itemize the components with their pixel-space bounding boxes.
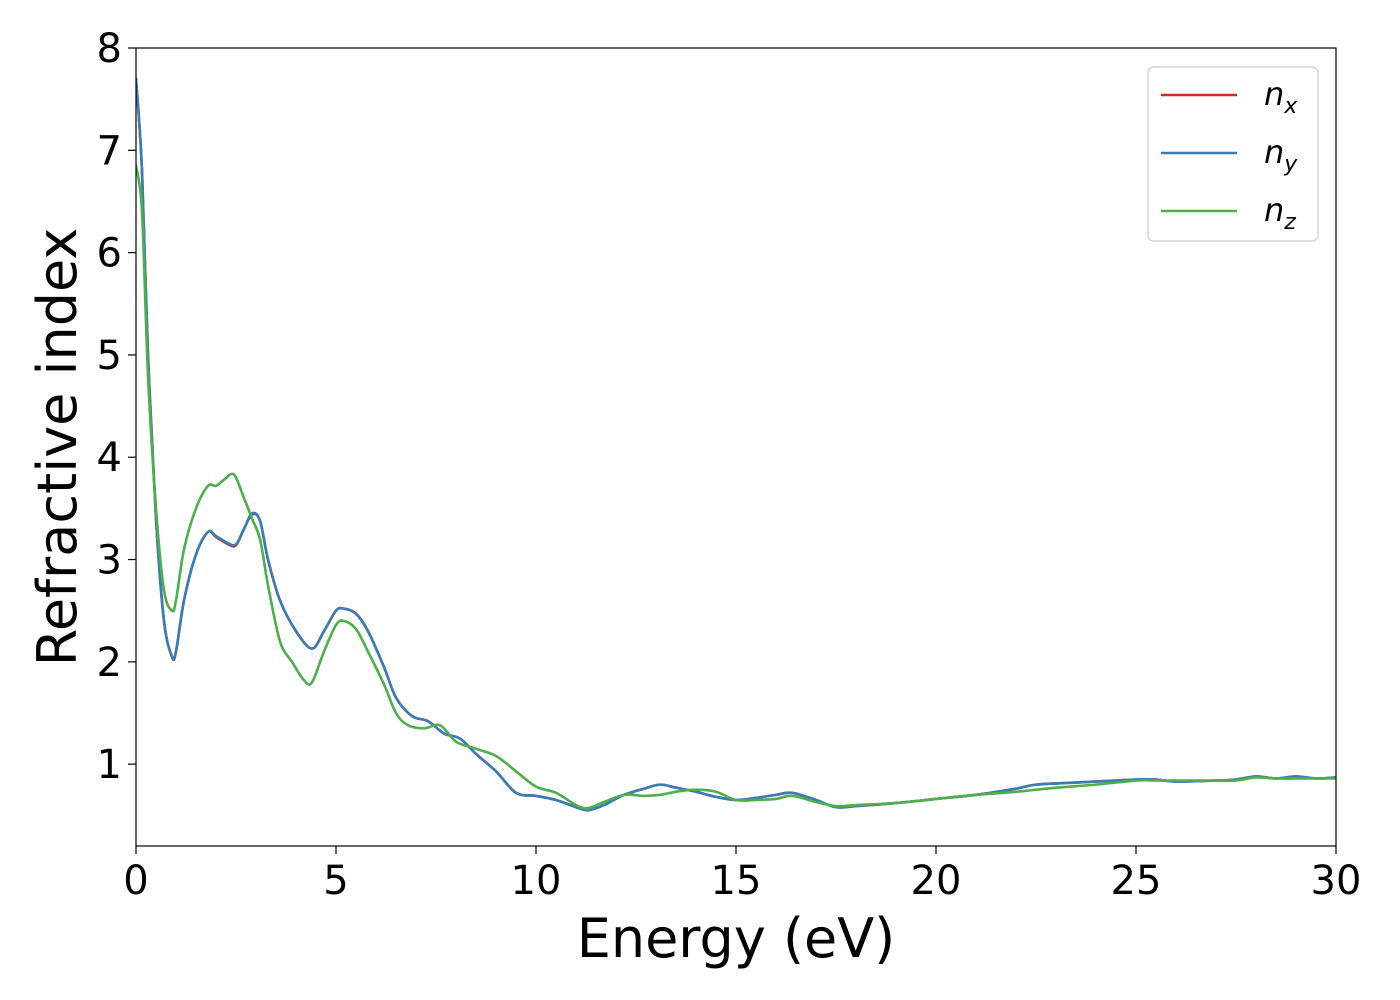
x-axis: 0 5 10 15 20 25 30 <box>123 846 1361 904</box>
legend-label-subscript: z <box>1283 210 1296 235</box>
x-tick-label: 30 <box>1311 858 1362 904</box>
x-tick-label: 15 <box>711 858 762 904</box>
y-tick-label: 3 <box>97 538 122 584</box>
series-line-y <box>136 77 1336 812</box>
y-tick-label: 4 <box>97 435 122 481</box>
y-tick-label: 1 <box>97 742 122 788</box>
y-tick-label: 2 <box>97 640 122 686</box>
x-tick-label: 0 <box>123 858 148 904</box>
y-tick-label: 8 <box>97 26 122 72</box>
x-axis-label: Energy (eV) <box>577 907 896 970</box>
y-tick-label: 6 <box>97 231 122 277</box>
legend-label-y: ny <box>1264 133 1298 177</box>
x-tick-label: 10 <box>511 858 562 904</box>
legend-label-subscript: x <box>1283 94 1298 119</box>
legend-label-main: n <box>1264 75 1284 113</box>
x-tick-label: 25 <box>1111 858 1162 904</box>
legend-label-main: n <box>1264 133 1284 171</box>
legend-label-z: nz <box>1264 191 1296 235</box>
y-tick-label: 5 <box>97 333 122 379</box>
series-layer <box>136 77 1336 812</box>
x-tick-label: 20 <box>911 858 962 904</box>
x-tick-label: 5 <box>323 858 348 904</box>
series-line-z <box>136 164 1336 810</box>
y-axis-label: Refractive index <box>26 228 89 667</box>
legend-label-subscript: y <box>1283 152 1298 177</box>
legend-label-main: n <box>1264 191 1284 229</box>
legend-label-x: nx <box>1264 75 1298 119</box>
y-tick-label: 7 <box>97 128 122 174</box>
y-axis: 1 2 3 4 5 6 7 8 <box>97 26 136 788</box>
